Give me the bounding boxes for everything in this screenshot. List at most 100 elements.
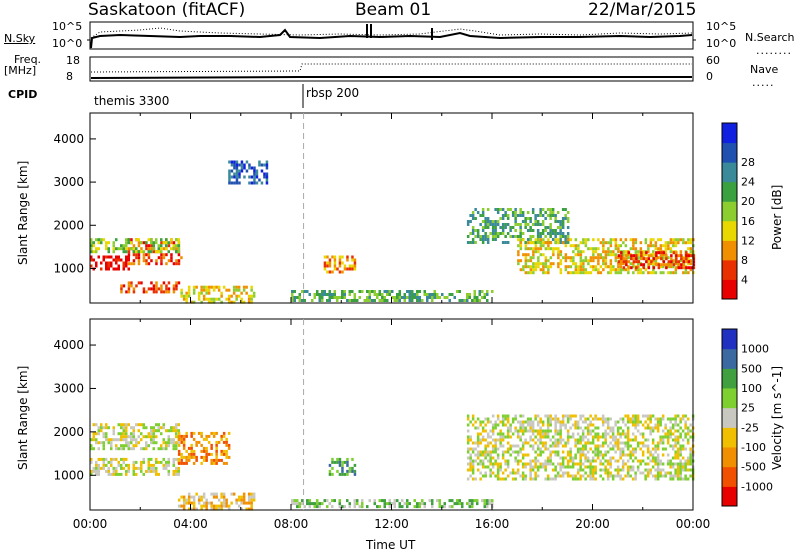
power-cell — [551, 214, 555, 217]
velocity-cell — [626, 459, 630, 463]
power-cell — [318, 293, 321, 296]
power-cell — [624, 250, 628, 254]
velocity-cell — [619, 426, 622, 430]
power-cell — [230, 163, 234, 167]
velocity-cell — [559, 426, 562, 430]
power-cell — [499, 208, 502, 211]
velocity-cell — [676, 414, 680, 418]
power-cell — [105, 264, 108, 268]
velocity-cell — [423, 505, 426, 509]
power-cell — [265, 178, 269, 182]
power-cell — [252, 291, 256, 295]
velocity-cell — [215, 458, 218, 462]
power-cell — [630, 257, 633, 261]
velocity-cell — [152, 432, 155, 436]
power-cell — [665, 257, 668, 261]
nave-tick-high: 60 — [706, 54, 720, 67]
velocity-cell — [117, 432, 120, 436]
power-cell — [147, 247, 151, 251]
velocity-cell — [474, 477, 477, 481]
velocity-cell — [225, 455, 228, 459]
velocity-cell — [125, 444, 128, 448]
power-cell — [351, 264, 354, 268]
power-cell — [152, 250, 156, 254]
velocity-cell — [301, 502, 304, 506]
velocity-cell — [601, 462, 605, 466]
velocity-cell — [589, 465, 592, 469]
power-cell — [634, 268, 638, 272]
power-cell — [250, 175, 254, 179]
power-cell — [494, 220, 497, 223]
power-cell — [667, 271, 670, 275]
power-cell — [556, 226, 560, 229]
power-cell — [597, 238, 600, 242]
power-cell — [680, 263, 683, 267]
power-cell — [674, 238, 678, 242]
power-cell — [250, 181, 254, 185]
velocity-cell — [127, 466, 130, 470]
velocity-cell — [197, 495, 201, 499]
power-cell — [544, 241, 548, 245]
velocity-cell — [145, 469, 148, 473]
velocity-cell — [621, 468, 625, 472]
power-cell — [135, 250, 138, 254]
velocity-cell — [486, 505, 489, 509]
velocity-cell — [483, 499, 486, 503]
velocity-cell — [469, 453, 472, 457]
power-cell — [662, 244, 665, 248]
velocity-cell — [669, 465, 672, 469]
velocity-cell — [521, 477, 525, 481]
velocity-cell — [494, 420, 497, 424]
power-cell — [519, 244, 523, 248]
velocity-cell — [461, 502, 464, 506]
velocity-cell — [469, 447, 472, 451]
velocity-cell — [606, 450, 610, 454]
velocity-cell — [177, 472, 180, 476]
velocity-cell — [192, 495, 196, 499]
velocity-cell — [554, 474, 557, 478]
velocity-cell — [155, 472, 158, 476]
power-cell — [122, 250, 125, 254]
velocity-cell — [185, 498, 188, 502]
power-cell — [537, 259, 540, 263]
velocity-cell — [649, 471, 652, 475]
velocity-cell — [554, 420, 557, 424]
velocity-cell — [110, 460, 113, 464]
velocity-cell — [489, 462, 492, 466]
velocity-cell — [167, 429, 170, 433]
velocity-cell — [529, 420, 532, 424]
velocity-cell — [674, 429, 677, 433]
velocity-cell — [574, 438, 577, 442]
velocity-cell — [606, 417, 610, 421]
power-cell — [115, 238, 118, 242]
velocity-cell — [220, 492, 223, 496]
power-cell — [654, 241, 658, 245]
power-cell — [90, 238, 93, 242]
velocity-cell — [185, 461, 188, 465]
velocity-cell — [491, 456, 495, 460]
power-cell — [381, 293, 384, 296]
velocity-cell — [147, 444, 150, 448]
power-cell — [655, 251, 658, 255]
velocity-cell — [556, 438, 560, 442]
velocity-cell — [479, 432, 482, 436]
velocity-cell — [291, 502, 294, 506]
velocity-cell — [466, 441, 470, 445]
velocity-cell — [393, 502, 396, 506]
velocity-cell — [516, 432, 520, 436]
velocity-cell — [686, 459, 690, 463]
velocity-cell — [90, 444, 93, 448]
velocity-cell — [240, 495, 243, 499]
velocity-cell — [574, 474, 577, 478]
velocity-cell — [546, 456, 550, 460]
power-cell — [537, 238, 540, 242]
power-cell — [130, 241, 133, 245]
power-cell — [537, 265, 540, 269]
power-cell — [599, 256, 603, 260]
power-cell — [659, 271, 663, 275]
power-cell — [336, 296, 339, 299]
velocity-cell — [656, 462, 660, 466]
power-cell — [635, 257, 638, 261]
power-cell — [650, 254, 653, 258]
power-cell — [102, 238, 105, 242]
